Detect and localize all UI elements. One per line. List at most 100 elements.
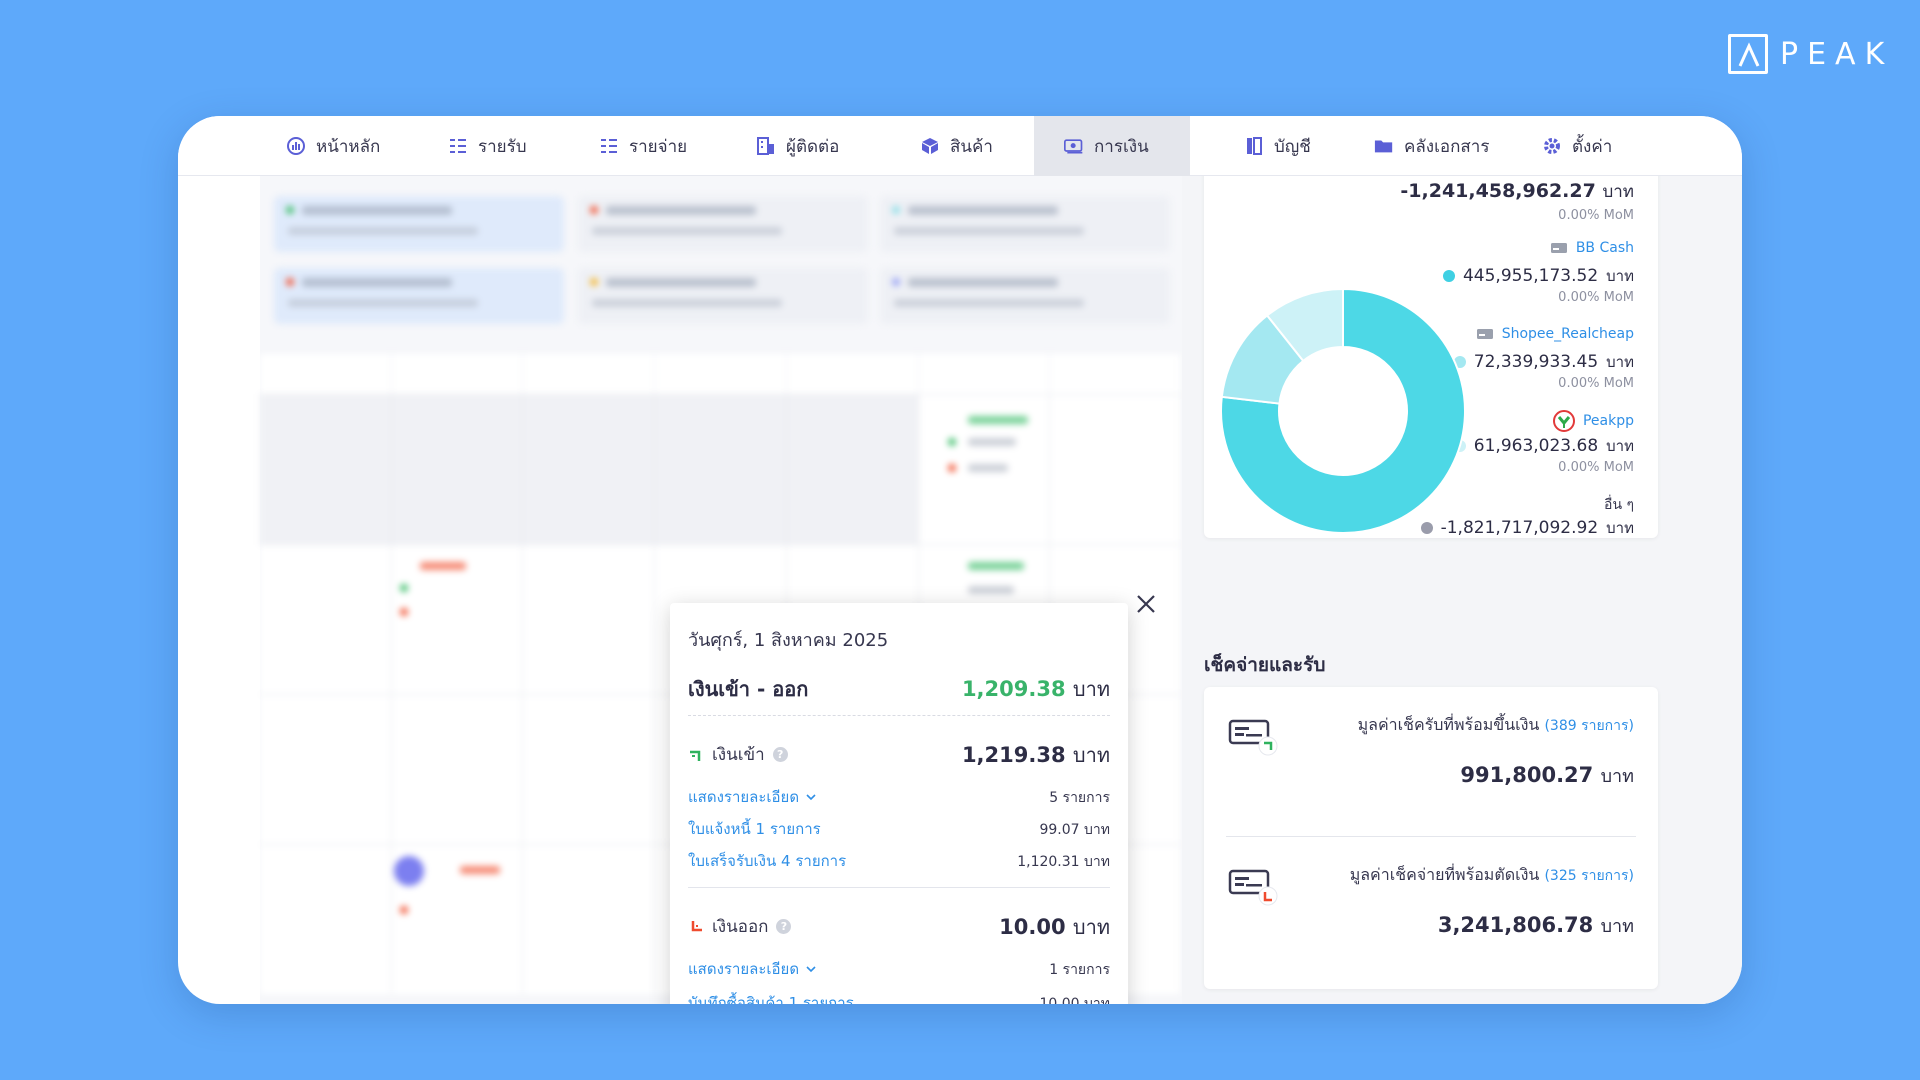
- income-label: เงินเข้า ?: [688, 741, 788, 768]
- income-show-details-link[interactable]: แสดงรายละเอียด: [688, 785, 817, 809]
- income-total: 1,219.38 บาท: [962, 739, 1110, 771]
- income-label-text: เงินเข้า: [712, 745, 765, 765]
- gear-icon: [1542, 136, 1562, 156]
- calendar-weekday-header: [260, 354, 1183, 394]
- account-mom: 0.00% MoM: [1558, 376, 1634, 391]
- expense-total-value: 10.00: [999, 915, 1066, 939]
- show-details-text: แสดงรายละเอียด: [688, 960, 800, 978]
- account-amount: 72,339,933.45 บาท: [1453, 350, 1634, 374]
- cheque-pay-row[interactable]: มูลค่าเช็คจ่ายที่พร้อมตัดเงิน (325 รายกา…: [1204, 837, 1658, 983]
- cheque-receive-icon: [1228, 719, 1278, 756]
- finance-summary-pane: -1,241,458,962.27 บาท 0.00% MoM BB Cash …: [1182, 166, 1742, 1004]
- nav-item-settings[interactable]: ตั้งค่า: [1526, 116, 1628, 176]
- cheque-pay-icon: [1228, 869, 1278, 906]
- nav-label: หน้าหลัก: [316, 136, 381, 157]
- nav-label: ผู้ติดต่อ: [786, 136, 840, 157]
- donut-slice-bb-cash[interactable]: [1220, 287, 1466, 534]
- nav-label: รายรับ: [478, 136, 527, 157]
- balance-card: -1,241,458,962.27 บาท 0.00% MoM BB Cash …: [1204, 166, 1658, 538]
- divider: [688, 715, 1110, 716]
- nav-label: สินค้า: [950, 136, 993, 157]
- cheque-receive-count[interactable]: (389 รายการ): [1544, 718, 1634, 734]
- peak-logo-icon: [1728, 34, 1768, 74]
- cheque-receive-row[interactable]: มูลค่าเช็ครับที่พร้อมขึ้นเงิน (389 รายกา…: [1204, 687, 1658, 833]
- expense-arrow-icon: [691, 920, 702, 931]
- nav-item-accounting[interactable]: บัญชี: [1228, 116, 1327, 176]
- account-amount: -1,821,717,092.92 บาท: [1420, 516, 1634, 540]
- close-popup-button[interactable]: [1132, 590, 1160, 618]
- account-amount: 445,955,173.52 บาท: [1442, 264, 1634, 288]
- peak-logo: PEAK: [1728, 34, 1893, 74]
- chevron-down-icon: [806, 794, 816, 801]
- line-value: 99.07: [1039, 822, 1080, 838]
- product-box-icon: [920, 136, 940, 156]
- divider: [1226, 836, 1636, 837]
- nav-item-home[interactable]: หน้าหลัก: [270, 116, 396, 176]
- account-bb-cash[interactable]: BB Cash: [1550, 240, 1634, 256]
- cheque-receive-amount: 991,800.27 บาท: [1460, 761, 1634, 790]
- account-shopee-realcheap[interactable]: Shopee_Realcheap: [1476, 326, 1634, 342]
- bank-card-icon: [1550, 243, 1567, 253]
- expense-purchase-value: 10.00 บาท: [1039, 993, 1110, 1004]
- line-value: 10.00: [1039, 996, 1080, 1004]
- nav-label: บัญชี: [1274, 136, 1311, 157]
- kbank-logo-icon: [1552, 410, 1575, 432]
- donut-slice-peakpp[interactable]: [1265, 287, 1344, 363]
- account-amount: 61,963,023.68 บาท: [1453, 434, 1634, 458]
- cheque-pay-count[interactable]: (325 รายการ): [1544, 868, 1634, 884]
- currency-unit: บาท: [1072, 677, 1110, 701]
- ledger-icon: [1244, 136, 1264, 156]
- dashboard-icon: [286, 136, 306, 156]
- nav-item-expense[interactable]: รายจ่าย: [583, 116, 703, 176]
- close-icon: [1137, 595, 1155, 613]
- expense-count: 1 รายการ: [1049, 962, 1110, 978]
- summary-card: [578, 196, 868, 252]
- currency-unit: บาท: [1084, 854, 1110, 870]
- cheque-pay-label: มูลค่าเช็คจ่ายที่พร้อมตัดเงิน (325 รายกา…: [1350, 863, 1634, 888]
- account-amount-value: -1,821,717,092.92: [1440, 518, 1599, 538]
- legend-dot: [1442, 270, 1455, 282]
- money-icon: [1064, 136, 1084, 156]
- account-peakpp[interactable]: Peakpp: [1552, 410, 1634, 432]
- income-arrow-icon: [690, 750, 701, 761]
- balance-donut-chart: [1220, 287, 1466, 534]
- currency-unit: บาท: [1606, 267, 1634, 285]
- nav-item-finance[interactable]: การเงิน: [1034, 116, 1190, 176]
- currency-unit: บาท: [1600, 916, 1634, 937]
- nav-label: รายจ่าย: [629, 136, 688, 157]
- nav-item-products[interactable]: สินค้า: [904, 116, 1009, 176]
- expense-total: 10.00 บาท: [999, 911, 1110, 943]
- nav-label: คลังเอกสาร: [1404, 136, 1490, 157]
- currency-unit: บาท: [1084, 822, 1110, 838]
- total-balance-value: -1,241,458,962.27: [1400, 180, 1596, 202]
- expense-label-text: เงินออก: [712, 917, 769, 937]
- income-invoice-link[interactable]: ใบแจ้งหนี้ 1 รายการ: [688, 820, 821, 838]
- help-icon[interactable]: ?: [776, 919, 792, 934]
- expense-show-details-link[interactable]: แสดงรายละเอียด: [688, 957, 817, 981]
- account-name: Peakpp: [1582, 413, 1634, 429]
- expense-list-icon: [599, 136, 619, 156]
- nav-item-income[interactable]: รายรับ: [432, 116, 543, 176]
- nav-label: การเงิน: [1094, 136, 1149, 157]
- brand-name: PEAK: [1780, 36, 1894, 72]
- help-icon[interactable]: ?: [772, 747, 788, 762]
- folder-icon: [1374, 136, 1394, 156]
- nav-item-contacts[interactable]: ผู้ติดต่อ: [740, 116, 855, 176]
- show-details-text: แสดงรายละเอียด: [688, 788, 800, 806]
- summary-card: [578, 268, 868, 324]
- cheque-pay-text: มูลค่าเช็คจ่ายที่พร้อมตัดเงิน: [1349, 865, 1540, 884]
- net-flow-amount: 1,209.38: [961, 677, 1066, 701]
- nav-item-documents[interactable]: คลังเอกสาร: [1358, 116, 1505, 176]
- income-invoice-value: 99.07 บาท: [1039, 819, 1110, 841]
- app-window: หน้าหลัก รายรับ รายจ่าย ผู้ติดต่อ สินค้า: [178, 116, 1742, 1004]
- cheque-receive-value: 991,800.27: [1460, 763, 1594, 787]
- expense-purchase-link[interactable]: บันทึกซื้อสินค้า 1 รายการ: [688, 994, 854, 1004]
- currency-unit: บาท: [1606, 519, 1634, 537]
- net-flow-label: เงินเข้า - ออก: [688, 677, 809, 701]
- income-receipt-link[interactable]: ใบเสร็จรับเงิน 4 รายการ: [688, 852, 847, 870]
- total-mom: 0.00% MoM: [1558, 208, 1634, 223]
- summary-card: [880, 196, 1170, 252]
- line-value: 1,120.31: [1017, 854, 1080, 870]
- currency-unit: บาท: [1600, 766, 1634, 787]
- income-total-value: 1,219.38: [961, 743, 1066, 767]
